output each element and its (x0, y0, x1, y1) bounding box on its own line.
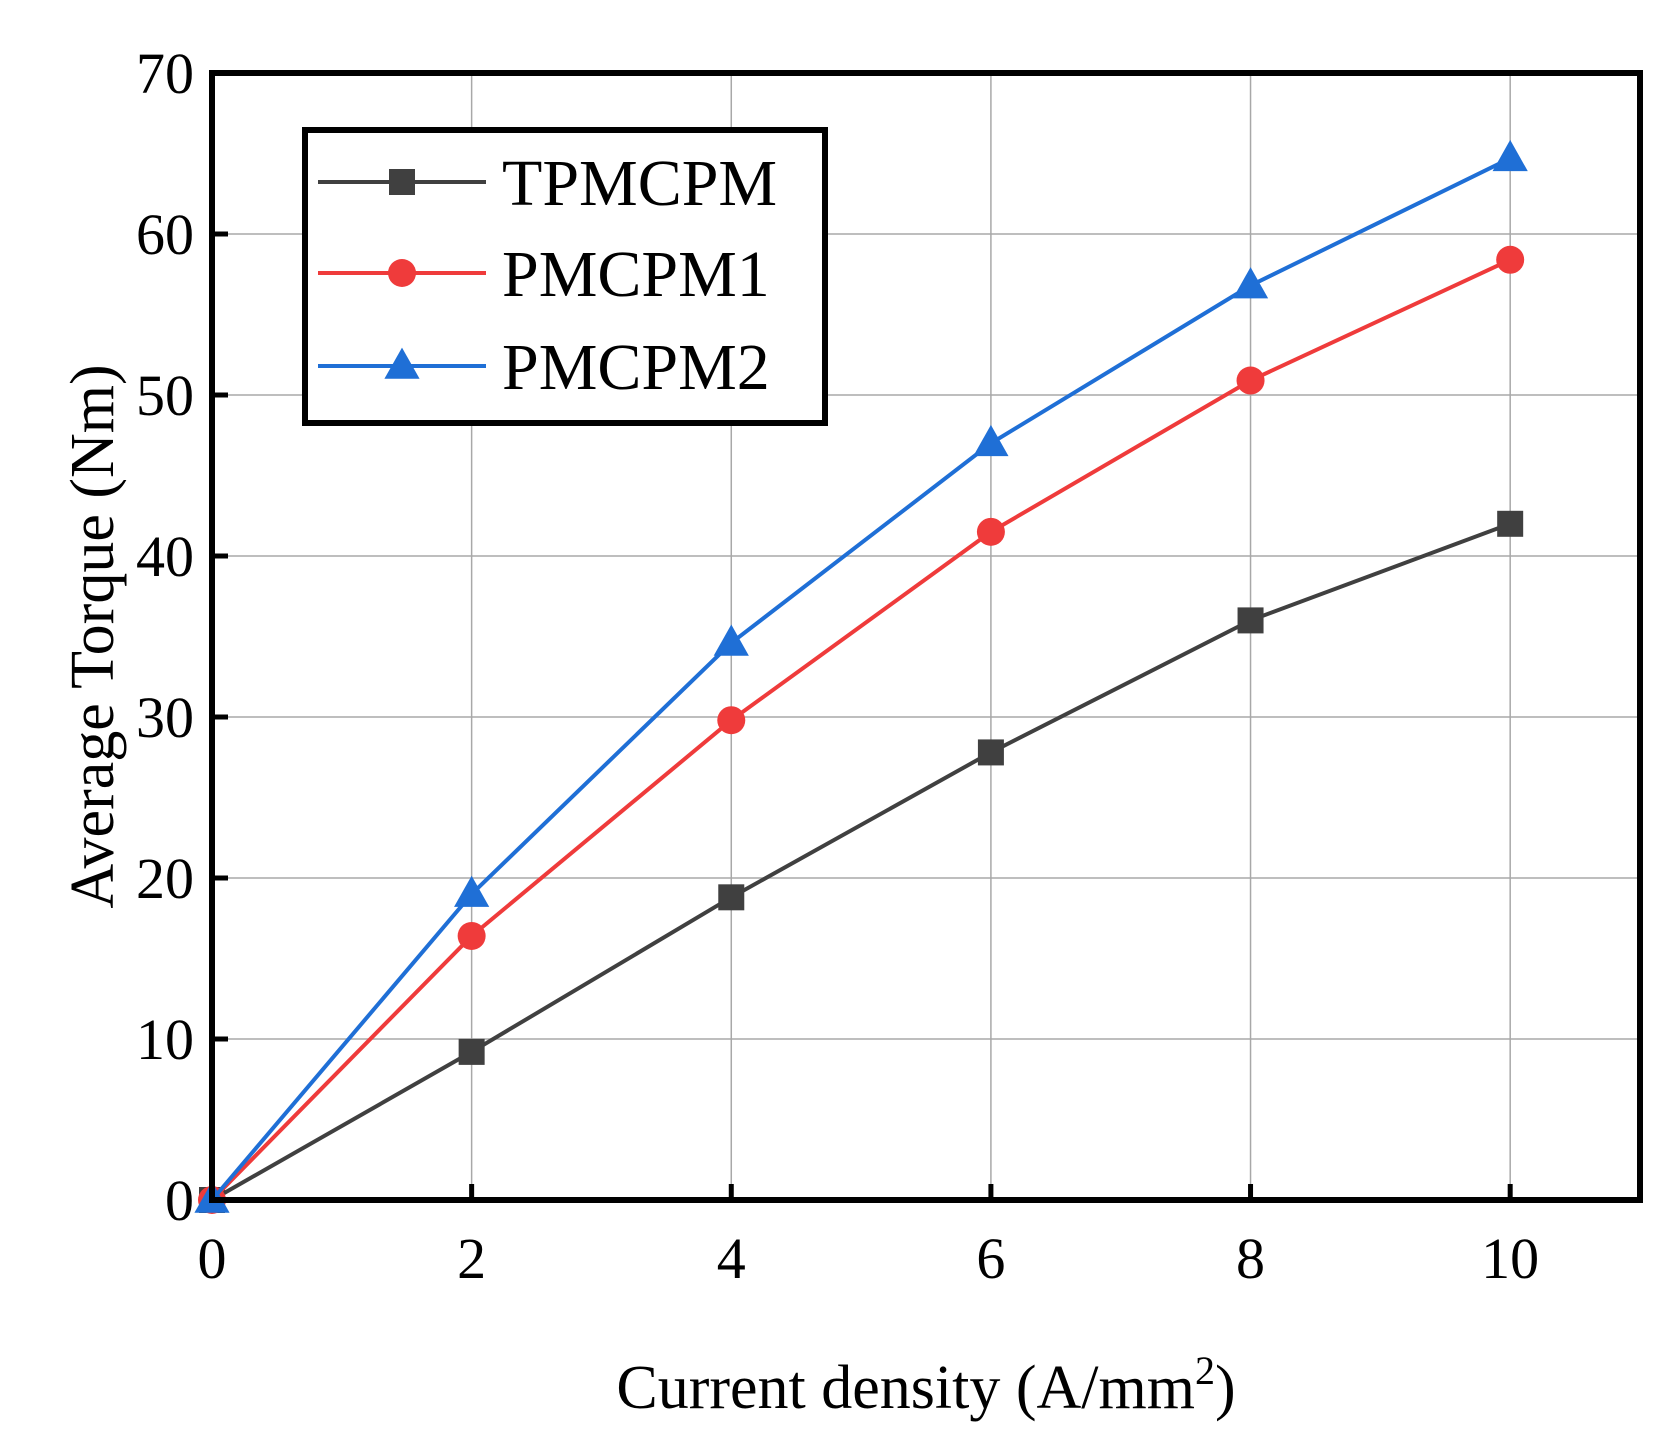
data-point-PMCPM2-10 (1492, 139, 1528, 172)
data-point-PMCPM1-2 (457, 921, 486, 950)
y-tick-label-20: 20 (136, 846, 194, 911)
legend-item-PMCPM1: PMCPM1 (318, 238, 770, 311)
series-layer (194, 139, 1528, 1214)
data-point-PMCPM2-8 (1232, 267, 1269, 299)
x-tick-label-8: 8 (1236, 1226, 1265, 1291)
y-tick-label-0: 0 (165, 1168, 194, 1233)
y-tick-label-70: 70 (136, 41, 194, 106)
x-tick-label-6: 6 (976, 1226, 1005, 1291)
legend-label-PMCPM1: PMCPM1 (502, 238, 770, 311)
legend-item-TPMCPM: TPMCPM (318, 147, 777, 220)
x-tick-label-2: 2 (457, 1226, 486, 1291)
y-tick-label-10: 10 (136, 1007, 194, 1072)
plot-area-frame (209, 70, 1643, 1203)
data-point-PMCPM2-4 (713, 624, 749, 656)
x-axis-title-superscript: 2 (1195, 1348, 1215, 1393)
legend-label-PMCPM2: PMCPM2 (502, 331, 770, 404)
legend-label-TPMCPM: TPMCPM (502, 147, 777, 220)
x-tick-label-0: 0 (198, 1226, 227, 1291)
y-tick-label-60: 60 (136, 202, 194, 267)
tick-labels: 0 2 4 6 8 10 0 10 20 30 40 50 60 70 (136, 41, 1539, 1291)
y-tick-label-40: 40 (136, 524, 194, 589)
series-line-TPMCPM (211, 521, 1511, 1202)
legend-swatch-marker-PMCPM1 (388, 259, 416, 287)
data-point-PMCPM1-8 (1236, 366, 1265, 395)
data-point-PMCPM1-6 (976, 517, 1005, 546)
series-TPMCPM (199, 510, 1524, 1213)
axis-ticks (209, 70, 1513, 1203)
y-axis-title: Average Torque (Nm) (59, 364, 127, 908)
data-point-TPMCPM-4 (718, 884, 745, 911)
x-axis-title: Current density (A/mm2) (616, 1348, 1235, 1422)
legend-item-PMCPM2: PMCPM2 (318, 331, 770, 404)
data-point-PMCPM1-4 (717, 706, 746, 735)
series-line-PMCPM2 (210, 156, 1512, 1202)
data-point-PMCPM1-10 (1496, 245, 1525, 274)
data-point-PMCPM2-2 (454, 875, 490, 907)
y-tick-label-50: 50 (136, 363, 194, 428)
data-point-TPMCPM-8 (1237, 607, 1264, 634)
data-point-TPMCPM-2 (458, 1038, 485, 1065)
x-tick-label-10: 10 (1481, 1226, 1539, 1291)
data-point-TPMCPM-10 (1497, 510, 1524, 537)
data-point-TPMCPM-6 (977, 739, 1004, 766)
legend-swatch-marker-TPMCPM (389, 169, 415, 195)
series-PMCPM2 (194, 139, 1528, 1213)
legend: TPMCPM PMCPM1 PMCPM2 (302, 127, 828, 426)
data-point-PMCPM2-6 (973, 424, 1009, 457)
y-tick-label-30: 30 (136, 685, 194, 750)
series-line-PMCPM1 (210, 257, 1512, 1202)
legend-swatch-marker-PMCPM2 (384, 347, 420, 379)
x-tick-label-4: 4 (717, 1226, 746, 1291)
